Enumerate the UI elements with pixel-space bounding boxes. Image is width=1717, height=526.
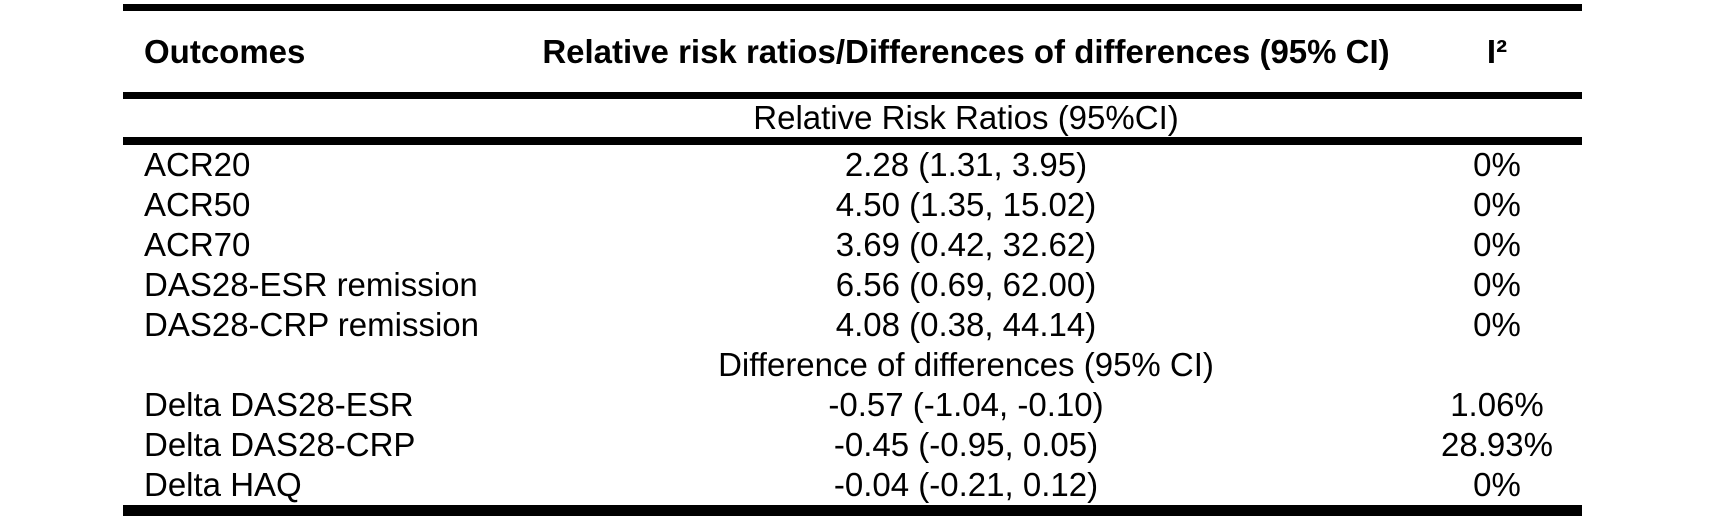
i2-cell: 0% <box>1473 186 1521 224</box>
header-divider-rule <box>123 92 1582 99</box>
estimate-cell: 6.56 (0.69, 62.00) <box>835 266 1097 304</box>
section-header-relative-risk-ratios: Relative Risk Ratios (95%CI) <box>753 99 1179 137</box>
i2-cell: 28.93% <box>1441 426 1553 464</box>
column-header-i-squared: I² <box>1486 32 1508 70</box>
section-header-difference-of-differences: Difference of differences (95% CI) <box>718 346 1214 384</box>
outcome-cell: DAS28-CRP remission <box>144 306 479 344</box>
table-row: Delta DAS28-CRP -0.45 (-0.95, 0.05) 28.9… <box>123 425 1582 465</box>
estimate-cell: 3.69 (0.42, 32.62) <box>835 226 1097 264</box>
estimate-cell: 2.28 (1.31, 3.95) <box>844 146 1088 184</box>
column-header-estimates: Relative risk ratios/Differences of diff… <box>542 32 1390 70</box>
table-bottom-border <box>123 505 1582 516</box>
table-row: ACR70 3.69 (0.42, 32.62) 0% <box>123 225 1582 265</box>
outcome-cell: Delta DAS28-CRP <box>144 426 416 464</box>
outcome-cell: ACR70 <box>144 226 251 264</box>
table-row: ACR20 2.28 (1.31, 3.95) 0% <box>123 145 1582 185</box>
section-header-row: Difference of differences (95% CI) <box>123 345 1582 385</box>
table-header-row: Outcomes Relative risk ratios/Difference… <box>123 11 1582 92</box>
i2-cell: 0% <box>1473 226 1521 264</box>
table-top-border <box>123 4 1582 11</box>
outcome-cell: Delta HAQ <box>144 466 302 504</box>
outcome-cell: Delta DAS28-ESR <box>144 386 414 424</box>
i2-cell: 1.06% <box>1450 386 1544 424</box>
table-row: DAS28-CRP remission 4.08 (0.38, 44.14) 0… <box>123 305 1582 345</box>
i2-cell: 0% <box>1473 266 1521 304</box>
section-header-row: Relative Risk Ratios (95%CI) <box>123 99 1582 137</box>
outcome-cell: DAS28-ESR remission <box>144 266 478 304</box>
column-header-outcomes: Outcomes <box>144 32 306 70</box>
table-row: Delta DAS28-ESR -0.57 (-1.04, -0.10) 1.0… <box>123 385 1582 425</box>
i2-cell: 0% <box>1473 466 1521 504</box>
table-row: ACR50 4.50 (1.35, 15.02) 0% <box>123 185 1582 225</box>
table-row: Delta HAQ -0.04 (-0.21, 0.12) 0% <box>123 465 1582 505</box>
i2-cell: 0% <box>1473 306 1521 344</box>
table-row: DAS28-ESR remission 6.56 (0.69, 62.00) 0… <box>123 265 1582 305</box>
outcomes-results-table: Outcomes Relative risk ratios/Difference… <box>123 4 1582 516</box>
estimate-cell: 4.08 (0.38, 44.14) <box>835 306 1097 344</box>
estimate-cell: -0.04 (-0.21, 0.12) <box>833 466 1099 504</box>
estimate-cell: -0.57 (-1.04, -0.10) <box>828 386 1104 424</box>
section-divider-rule <box>123 137 1582 145</box>
estimate-cell: -0.45 (-0.95, 0.05) <box>833 426 1099 464</box>
outcome-cell: ACR50 <box>144 186 251 224</box>
i2-cell: 0% <box>1473 146 1521 184</box>
outcome-cell: ACR20 <box>144 146 251 184</box>
estimate-cell: 4.50 (1.35, 15.02) <box>835 186 1097 224</box>
